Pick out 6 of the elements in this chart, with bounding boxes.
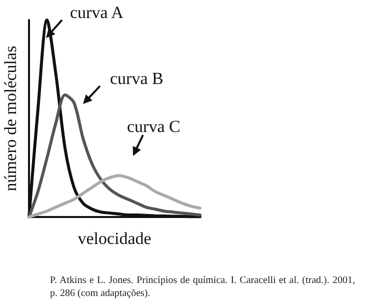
y-axis-title: número de moléculas xyxy=(1,46,20,192)
series-label: curva A xyxy=(70,3,124,22)
text: curva C xyxy=(127,117,180,136)
text: P. Atkins e L. Jones. Princípios de química. I. Caracelli et al. (trad.). 2001, p. 286 (com adaptações). xyxy=(50,274,355,300)
text: curva B xyxy=(110,69,164,88)
x-axis-title: velocidade xyxy=(78,228,152,248)
